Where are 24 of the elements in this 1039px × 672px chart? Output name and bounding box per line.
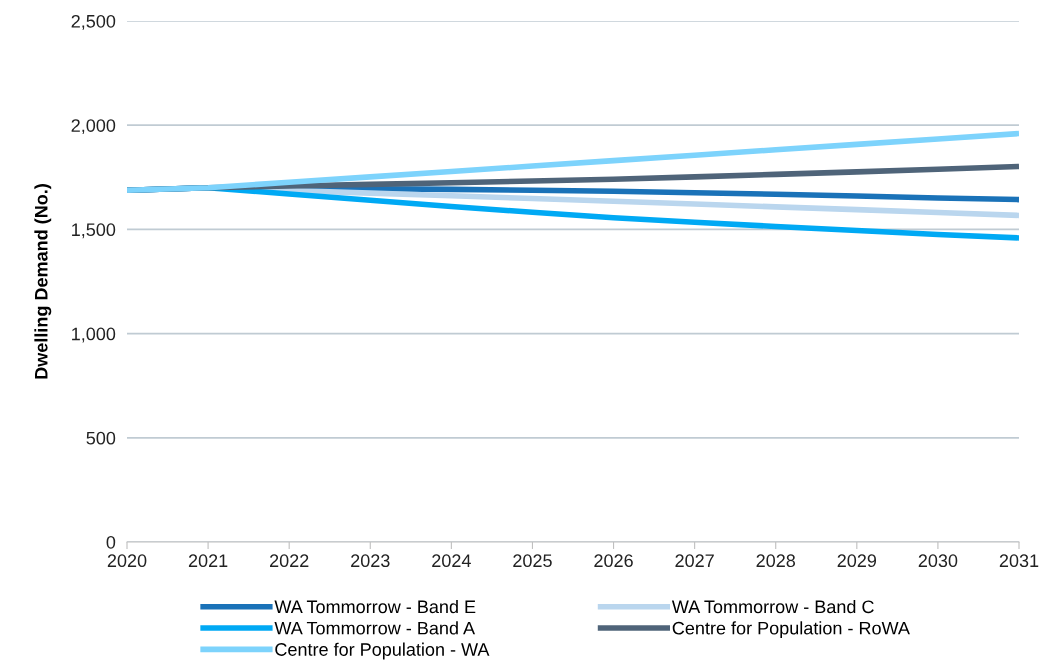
x-tick-label: 2023 [351,554,390,568]
legend-label: WA Tommorrow - Band E [274,599,476,614]
x-tick-label: 2020 [107,554,147,568]
x-tick-label: 2024 [432,554,471,568]
x-tick-label: 2031 [999,554,1039,568]
y-axis-title: Dwelling Demand (No.) [34,184,52,379]
y-tick-label: 1,500 [72,223,116,239]
legend-label: WA Tommorrow - Band A [274,621,476,635]
legend-label: Centre for Population - WA [275,642,490,660]
legend-label: Centre for Population - RoWA [672,621,910,639]
y-tick-label: 0 [106,535,116,549]
x-tick-label: 2021 [188,554,228,568]
y-tick-label: 1,000 [72,327,116,343]
legend-label: WA Tommorrow - Band C [671,599,874,614]
y-tick-label: 2,500 [71,14,116,30]
x-tick-label: 2028 [756,554,796,568]
x-tick-label: 2025 [513,554,552,568]
y-tick-label: 500 [86,431,116,445]
x-tick-label: 2027 [675,554,714,568]
y-tick-label: 2,000 [71,119,116,135]
x-tick-label: 2029 [837,554,877,568]
x-tick-label: 2030 [918,554,958,568]
x-tick-label: 2022 [270,554,309,568]
x-tick-label: 2026 [594,554,633,568]
